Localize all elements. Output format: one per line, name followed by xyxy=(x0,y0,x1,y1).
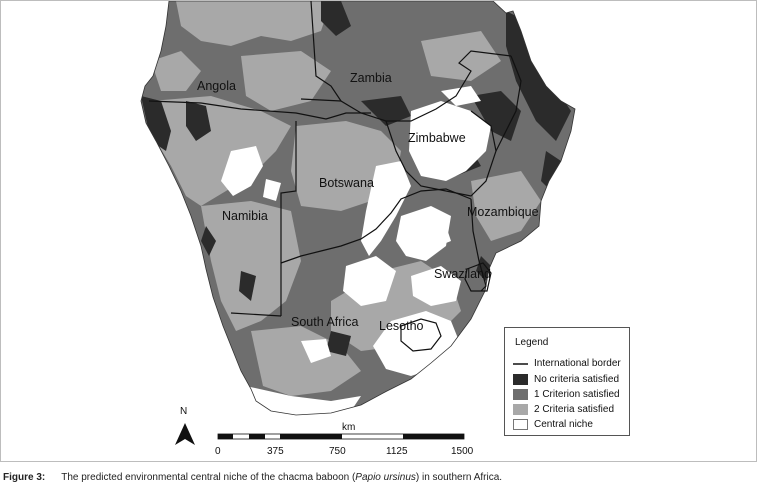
caption-text-before: The predicted environmental central nich… xyxy=(61,472,356,483)
scale-tick-label: 0 xyxy=(215,446,221,457)
scale-bar: km 0 375 750 1125 1500 xyxy=(215,422,474,457)
legend-item-two-criteria: 2 Criteria satisfied xyxy=(513,402,614,416)
north-label: N xyxy=(180,406,188,417)
caption-species: Papio ursinus xyxy=(355,472,416,483)
country-label-lesotho: Lesotho xyxy=(379,319,424,333)
legend-item-one-criterion: 1 Criterion satisfied xyxy=(513,387,620,401)
scale-unit-label: km xyxy=(342,422,355,433)
legend-item-no-criteria: No criteria satisfied xyxy=(513,372,619,386)
scale-segment xyxy=(403,434,464,439)
legend-label: 2 Criteria satisfied xyxy=(534,403,615,415)
legend-label: 1 Criterion satisfied xyxy=(534,388,620,400)
figure-caption: Figure 3: The predicted environmental cen… xyxy=(3,472,502,483)
scale-segment xyxy=(218,434,233,439)
map-legend: Legend International border No criteria … xyxy=(504,327,630,436)
scale-tick-label: 750 xyxy=(329,446,346,457)
scale-tick-label: 1125 xyxy=(386,446,408,457)
legend-swatch xyxy=(513,403,528,415)
legend-label: No criteria satisfied xyxy=(534,373,620,385)
country-label-swaziland: Swaziland xyxy=(434,267,491,281)
scale-tick-label: 375 xyxy=(267,446,284,457)
legend-swatch xyxy=(513,418,528,430)
country-label-namibia: Namibia xyxy=(222,209,268,223)
legend-label: Central niche xyxy=(534,418,593,430)
two-criteria-regions xyxy=(151,1,541,396)
country-label-angola: Angola xyxy=(197,79,236,93)
country-label-mozambique: Mozambique xyxy=(467,205,539,219)
caption-text-after: ) in southern Africa. xyxy=(415,472,503,483)
international-borders xyxy=(148,1,522,352)
legend-swatch xyxy=(513,388,528,400)
border-line-swatch xyxy=(513,362,528,365)
legend-swatch xyxy=(513,373,528,385)
scale-segment xyxy=(280,434,342,439)
figure-frame: Angola Zambia Zimbabwe Botswana Namibia … xyxy=(0,0,757,462)
legend-title: Legend xyxy=(515,337,549,348)
figure-number: Figure 3: xyxy=(3,472,46,483)
country-label-zimbabwe: Zimbabwe xyxy=(408,131,466,145)
country-label-botswana: Botswana xyxy=(319,176,374,190)
scale-tick-label: 1500 xyxy=(451,446,474,457)
map-canvas xyxy=(140,1,576,416)
legend-label: International border xyxy=(534,357,621,369)
country-label-south-africa: South Africa xyxy=(291,315,359,329)
north-arrow-icon xyxy=(175,423,195,445)
country-label-zambia: Zambia xyxy=(350,71,392,85)
no-criteria-regions xyxy=(141,1,571,356)
legend-item-central-niche: Central niche xyxy=(513,417,593,431)
legend-item-border: International border xyxy=(513,356,621,370)
central-niche-regions xyxy=(221,86,491,415)
scale-segment xyxy=(249,434,265,439)
